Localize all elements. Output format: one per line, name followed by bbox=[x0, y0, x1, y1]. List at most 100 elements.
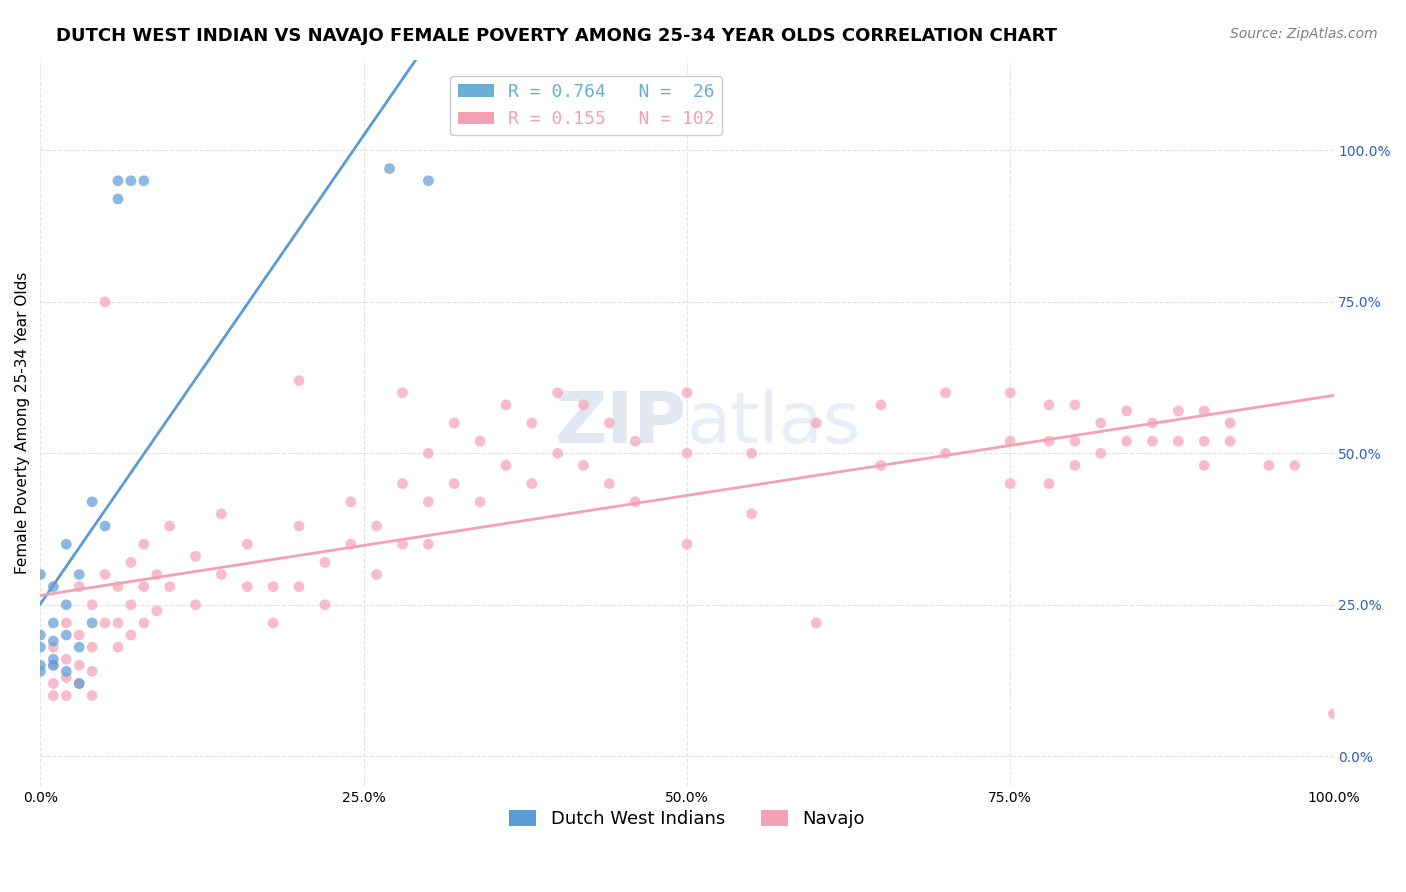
Point bbox=[378, 161, 401, 176]
Point bbox=[1090, 446, 1112, 460]
Point bbox=[67, 676, 90, 690]
Point bbox=[391, 385, 413, 400]
Point bbox=[1192, 458, 1215, 473]
Point bbox=[418, 537, 440, 551]
Text: ZIP: ZIP bbox=[555, 389, 688, 458]
Point bbox=[120, 598, 142, 612]
Point bbox=[42, 658, 65, 673]
Point bbox=[547, 446, 569, 460]
Point bbox=[132, 537, 155, 551]
Point bbox=[146, 604, 169, 618]
Point bbox=[1192, 434, 1215, 449]
Point bbox=[1115, 404, 1137, 418]
Point bbox=[520, 416, 543, 430]
Point bbox=[624, 434, 647, 449]
Point bbox=[94, 294, 117, 309]
Point bbox=[211, 507, 233, 521]
Point bbox=[1000, 385, 1022, 400]
Point bbox=[42, 689, 65, 703]
Point bbox=[418, 446, 440, 460]
Point bbox=[55, 537, 77, 551]
Point bbox=[42, 676, 65, 690]
Point bbox=[1322, 706, 1344, 721]
Point bbox=[1064, 458, 1087, 473]
Point bbox=[42, 658, 65, 673]
Point bbox=[159, 580, 181, 594]
Point bbox=[366, 567, 388, 582]
Point bbox=[107, 192, 129, 206]
Point bbox=[1167, 434, 1189, 449]
Point bbox=[94, 567, 117, 582]
Point bbox=[741, 507, 763, 521]
Point bbox=[418, 174, 440, 188]
Point bbox=[1064, 434, 1087, 449]
Point bbox=[67, 580, 90, 594]
Point bbox=[67, 628, 90, 642]
Point bbox=[520, 476, 543, 491]
Point bbox=[55, 598, 77, 612]
Point bbox=[42, 640, 65, 655]
Point bbox=[1192, 404, 1215, 418]
Point bbox=[1000, 476, 1022, 491]
Point bbox=[94, 615, 117, 630]
Point bbox=[676, 537, 699, 551]
Point bbox=[132, 174, 155, 188]
Point bbox=[107, 615, 129, 630]
Point bbox=[120, 555, 142, 569]
Point bbox=[55, 628, 77, 642]
Point bbox=[30, 665, 52, 679]
Point bbox=[870, 398, 893, 412]
Point bbox=[107, 174, 129, 188]
Point bbox=[184, 549, 207, 564]
Point bbox=[146, 567, 169, 582]
Point bbox=[572, 398, 595, 412]
Point bbox=[120, 628, 142, 642]
Point bbox=[1000, 434, 1022, 449]
Point bbox=[1142, 416, 1164, 430]
Point bbox=[184, 598, 207, 612]
Point bbox=[870, 458, 893, 473]
Point bbox=[443, 476, 465, 491]
Point bbox=[42, 634, 65, 648]
Point bbox=[211, 567, 233, 582]
Point bbox=[288, 580, 311, 594]
Point bbox=[30, 640, 52, 655]
Point bbox=[572, 458, 595, 473]
Point bbox=[495, 458, 517, 473]
Point bbox=[107, 580, 129, 594]
Point bbox=[314, 598, 336, 612]
Point bbox=[935, 385, 957, 400]
Point bbox=[159, 519, 181, 533]
Point bbox=[1064, 398, 1087, 412]
Point bbox=[935, 446, 957, 460]
Point bbox=[82, 689, 104, 703]
Text: DUTCH WEST INDIAN VS NAVAJO FEMALE POVERTY AMONG 25-34 YEAR OLDS CORRELATION CHA: DUTCH WEST INDIAN VS NAVAJO FEMALE POVER… bbox=[56, 27, 1057, 45]
Point bbox=[547, 385, 569, 400]
Point bbox=[391, 476, 413, 491]
Point bbox=[55, 665, 77, 679]
Point bbox=[67, 567, 90, 582]
Point bbox=[1167, 404, 1189, 418]
Point bbox=[1284, 458, 1306, 473]
Point bbox=[1038, 434, 1060, 449]
Point bbox=[107, 640, 129, 655]
Y-axis label: Female Poverty Among 25-34 Year Olds: Female Poverty Among 25-34 Year Olds bbox=[15, 272, 30, 574]
Point bbox=[676, 446, 699, 460]
Point bbox=[30, 658, 52, 673]
Point bbox=[132, 580, 155, 594]
Point bbox=[339, 537, 361, 551]
Point bbox=[132, 615, 155, 630]
Point bbox=[120, 174, 142, 188]
Text: Source: ZipAtlas.com: Source: ZipAtlas.com bbox=[1230, 27, 1378, 41]
Point bbox=[366, 519, 388, 533]
Point bbox=[30, 567, 52, 582]
Point bbox=[1142, 434, 1164, 449]
Point bbox=[1257, 458, 1279, 473]
Point bbox=[42, 652, 65, 666]
Point bbox=[676, 385, 699, 400]
Point bbox=[468, 495, 491, 509]
Point bbox=[1219, 434, 1241, 449]
Point bbox=[262, 615, 284, 630]
Point bbox=[67, 658, 90, 673]
Point bbox=[1038, 398, 1060, 412]
